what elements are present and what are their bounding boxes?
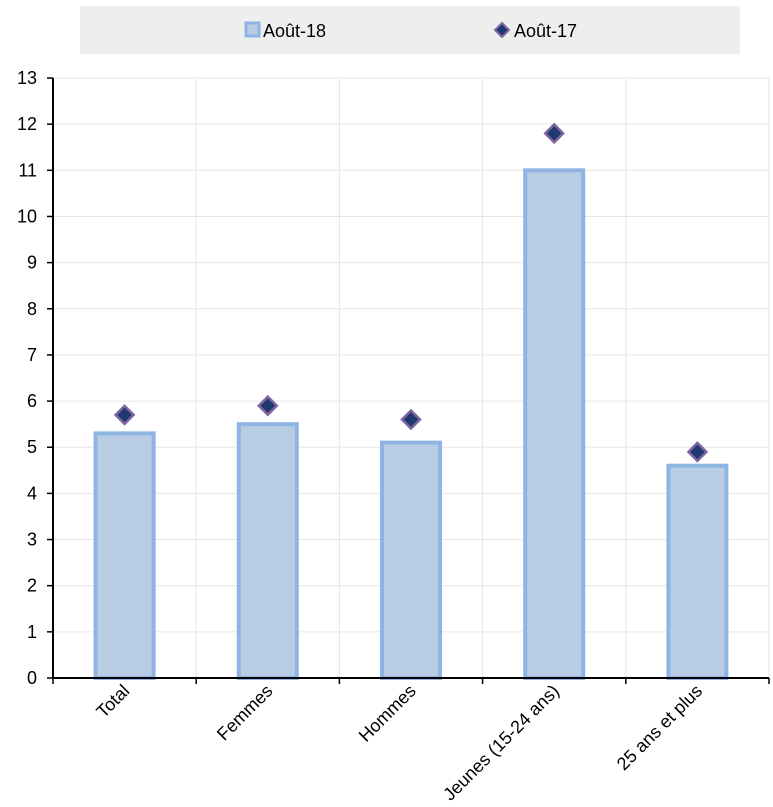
marker-point: [400, 408, 422, 431]
y-tick-label: 12: [17, 114, 37, 134]
x-tick-label: Jeunes (15-24 ans): [439, 681, 563, 805]
legend-swatch-marker: [493, 21, 511, 39]
y-tick-label: 9: [27, 253, 37, 273]
y-tick-label: 2: [27, 576, 37, 596]
bar: [236, 422, 299, 680]
marker-point: [257, 394, 279, 417]
y-tick-label: 11: [18, 160, 37, 180]
markers: [113, 122, 709, 463]
y-tick-label: 10: [17, 206, 37, 226]
y-tick-label: 6: [27, 391, 37, 411]
bars: [93, 168, 729, 681]
legend-label: Août-17: [514, 21, 577, 41]
y-tick-label: 8: [27, 299, 37, 319]
x-tick-label: Femmes: [213, 681, 277, 745]
bar: [666, 463, 729, 681]
y-tick-label: 1: [27, 622, 37, 642]
bar: [523, 168, 586, 681]
legend-background: [80, 6, 740, 54]
y-tick-label: 13: [17, 68, 37, 88]
axes: [47, 77, 770, 684]
marker-point: [113, 404, 136, 426]
y-tick-label: 0: [27, 668, 37, 688]
marker-point: [543, 122, 565, 145]
x-tick-label: 25 ans et plus: [613, 681, 706, 774]
x-tick-labels: Total Femmes Hommes Jeunes (15-24 ans) 25 an…: [92, 681, 706, 805]
y-tick-label: 7: [27, 345, 37, 365]
bar: [380, 440, 442, 680]
legend-swatch-bar: [244, 21, 261, 38]
x-tick-label: Hommes: [355, 681, 420, 746]
marker-point: [686, 441, 709, 463]
y-tick-label: 5: [27, 437, 37, 457]
bar: [93, 431, 156, 680]
legend-label: Août-18: [263, 21, 326, 41]
x-tick-label: Total: [92, 681, 133, 722]
y-tick-label: 4: [27, 483, 37, 503]
y-tick-label: 3: [27, 530, 37, 550]
legend: Août-18 Août-17: [244, 21, 577, 41]
